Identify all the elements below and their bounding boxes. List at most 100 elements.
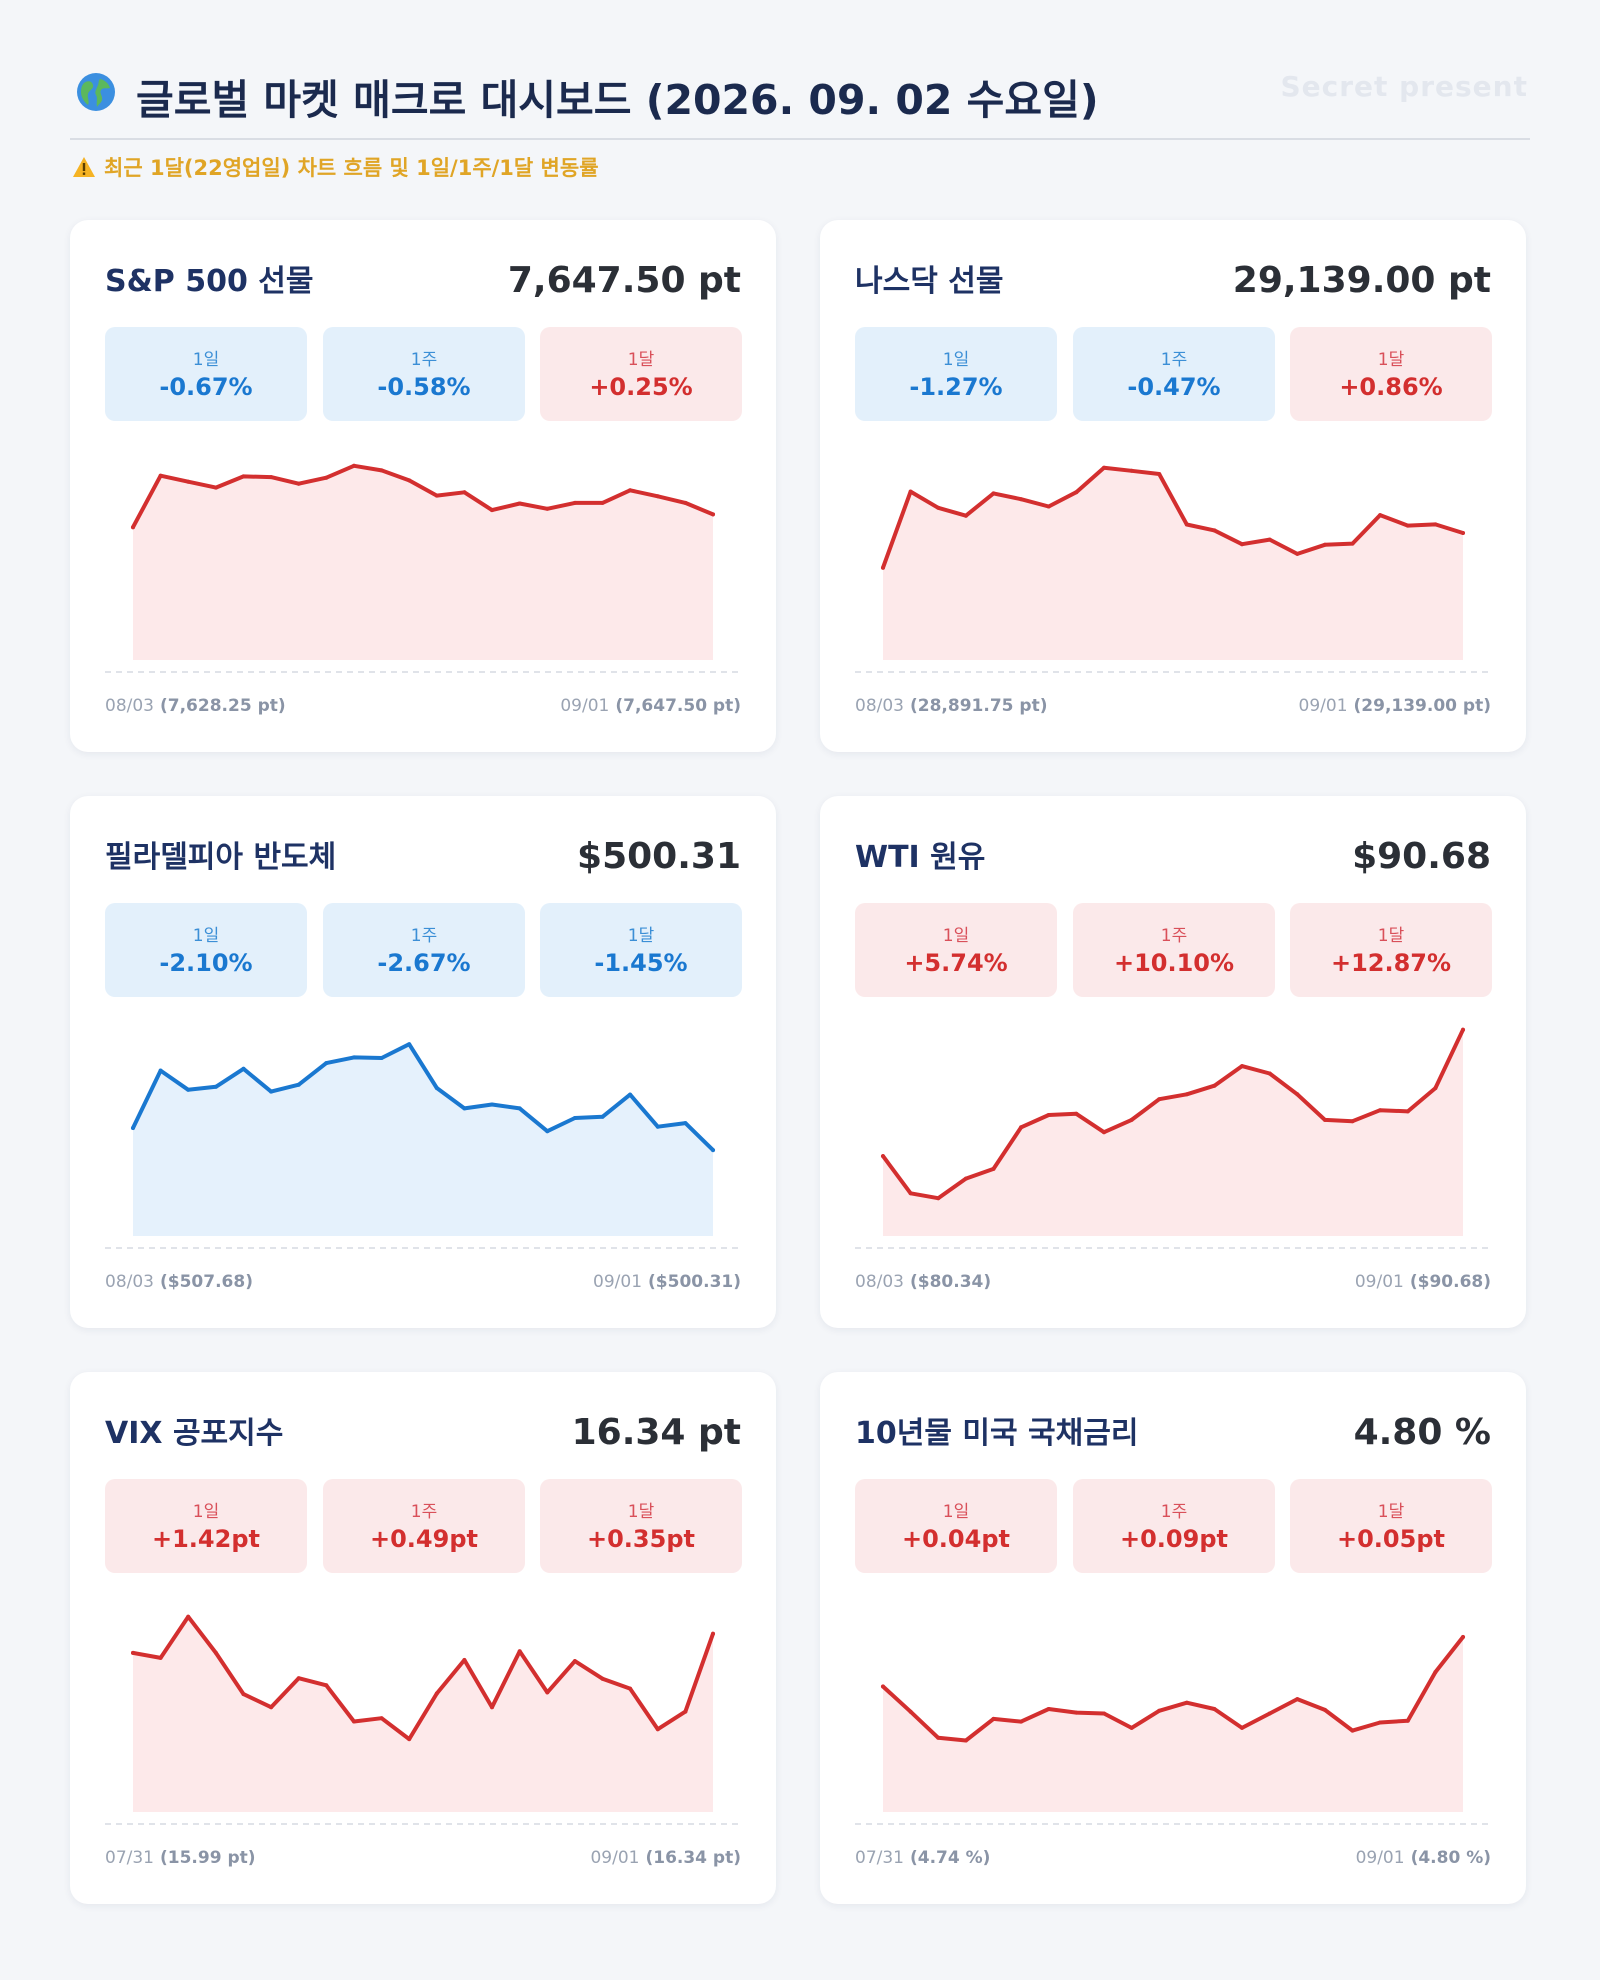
data-point bbox=[936, 505, 941, 510]
change-period-label: 1달 bbox=[627, 1502, 655, 1522]
change-period-label: 1달 bbox=[627, 926, 655, 946]
end-date: 09/01 bbox=[593, 1272, 643, 1292]
change-period-label: 1주 bbox=[410, 1502, 438, 1522]
data-point bbox=[1350, 1728, 1355, 1733]
data-point bbox=[462, 1658, 467, 1662]
subtitle-note: 최근 1달(22영업일) 차트 흐름 및 1일/1주/1달 변동률 bbox=[72, 152, 599, 182]
data-point bbox=[655, 1124, 660, 1129]
data-point bbox=[963, 1738, 968, 1743]
change-period-label: 1일 bbox=[942, 350, 970, 370]
data-point bbox=[1461, 1635, 1465, 1639]
change-box: 1주 +10.10% bbox=[1073, 903, 1275, 997]
data-point bbox=[963, 513, 968, 518]
data-point bbox=[1046, 1113, 1051, 1117]
data-point bbox=[1267, 537, 1272, 542]
data-point bbox=[1129, 1725, 1134, 1730]
current-value: 7,647.50 pt bbox=[507, 260, 741, 301]
change-box: 1일 +1.42pt bbox=[105, 1479, 307, 1573]
area-fill bbox=[133, 1616, 713, 1812]
end-date: 09/01 bbox=[1298, 696, 1348, 716]
change-value: -0.47% bbox=[1127, 373, 1221, 401]
data-point bbox=[1074, 1710, 1079, 1715]
change-value: +0.25% bbox=[589, 373, 693, 401]
change-box: 1달 -1.45% bbox=[540, 903, 742, 997]
data-point bbox=[545, 1129, 550, 1134]
data-point bbox=[324, 1683, 329, 1688]
data-point bbox=[1433, 522, 1438, 527]
change-value: -1.27% bbox=[909, 373, 1003, 401]
data-point bbox=[881, 1154, 885, 1159]
data-point bbox=[1019, 1719, 1024, 1724]
change-period-label: 1일 bbox=[192, 926, 220, 946]
data-point bbox=[1129, 1117, 1134, 1122]
start-date: 08/03 bbox=[105, 1272, 154, 1292]
card-title: S&P 500 선물 bbox=[105, 264, 314, 299]
data-point bbox=[1074, 1111, 1079, 1116]
change-value: -2.67% bbox=[377, 949, 471, 977]
change-period-label: 1주 bbox=[1160, 350, 1188, 370]
change-box: 1주 +0.09pt bbox=[1073, 1479, 1275, 1573]
data-point bbox=[711, 1148, 715, 1153]
market-card: VIX 공포지수 16.34 pt 1일 +1.42pt 1주 +0.49pt 1달 +0.3… bbox=[70, 1372, 776, 1904]
data-point bbox=[269, 475, 274, 480]
end-date: 09/01 bbox=[1354, 1272, 1404, 1292]
data-point bbox=[908, 489, 913, 494]
data-point bbox=[572, 500, 577, 505]
area-fill bbox=[133, 1044, 713, 1236]
data-point bbox=[324, 475, 329, 480]
data-point bbox=[628, 1092, 633, 1097]
change-box: 1주 -0.47% bbox=[1073, 327, 1275, 421]
end-label: 09/01 (7,647.50 pt) bbox=[560, 696, 741, 716]
data-point bbox=[517, 1649, 522, 1654]
data-point bbox=[352, 1719, 356, 1724]
end-value: (16.34 pt) bbox=[645, 1848, 741, 1868]
data-point bbox=[545, 1690, 550, 1695]
data-point bbox=[683, 1121, 688, 1126]
data-point bbox=[269, 1089, 274, 1094]
change-value: +0.05pt bbox=[1337, 1525, 1445, 1553]
data-point bbox=[434, 1086, 439, 1090]
data-point bbox=[517, 501, 522, 506]
data-point bbox=[991, 1716, 996, 1721]
market-card: WTI 원유 $90.68 1일 +5.74% 1주 +10.10% 1달 +12.87% 08… bbox=[820, 796, 1526, 1328]
end-date: 09/01 bbox=[590, 1848, 640, 1868]
data-point bbox=[158, 1655, 163, 1660]
data-point bbox=[434, 1691, 439, 1696]
market-card: 나스닥 선물 29,139.00 pt 1일 -1.27% 1주 -0.47% 1달 +0.8… bbox=[820, 220, 1526, 752]
data-point bbox=[241, 474, 246, 479]
series-line bbox=[881, 465, 1465, 570]
data-point bbox=[462, 1106, 467, 1111]
change-value: +5.74% bbox=[904, 949, 1008, 977]
change-value: +0.09pt bbox=[1120, 1525, 1228, 1553]
data-point bbox=[269, 1705, 274, 1710]
market-card: S&P 500 선물 7,647.50 pt 1일 -0.67% 1주 -0.58% 1달 +… bbox=[70, 220, 776, 752]
data-point bbox=[881, 1684, 885, 1689]
data-point bbox=[1240, 1725, 1244, 1730]
change-value: +0.35pt bbox=[587, 1525, 695, 1553]
change-box: 1주 -2.67% bbox=[323, 903, 525, 997]
sparkline-chart bbox=[855, 1635, 1491, 1825]
sparkline-chart bbox=[105, 1614, 741, 1825]
data-point bbox=[1046, 504, 1051, 509]
change-box: 1달 +0.25% bbox=[540, 327, 742, 421]
data-point bbox=[1240, 1064, 1244, 1069]
data-point bbox=[1267, 1071, 1272, 1076]
data-point bbox=[241, 1692, 246, 1697]
data-point bbox=[407, 478, 412, 483]
change-period-label: 1달 bbox=[1377, 1502, 1405, 1522]
change-value: +1.42pt bbox=[152, 1525, 260, 1553]
data-point bbox=[1322, 1117, 1327, 1122]
data-point bbox=[628, 1686, 633, 1691]
change-value: -0.58% bbox=[377, 373, 471, 401]
change-box: 1일 +0.04pt bbox=[855, 1479, 1057, 1573]
data-point bbox=[936, 1735, 941, 1740]
subtitle-text: 최근 1달(22영업일) 차트 흐름 및 1일/1주/1달 변동률 bbox=[104, 156, 599, 180]
data-point bbox=[1184, 1092, 1189, 1097]
current-value: 4.80 % bbox=[1353, 1412, 1491, 1453]
series-line bbox=[131, 1614, 715, 1742]
data-point bbox=[517, 1106, 522, 1111]
start-date: 08/03 bbox=[855, 1272, 904, 1292]
area-fill bbox=[883, 1637, 1463, 1812]
series-line bbox=[131, 463, 715, 530]
data-point bbox=[490, 1705, 494, 1710]
